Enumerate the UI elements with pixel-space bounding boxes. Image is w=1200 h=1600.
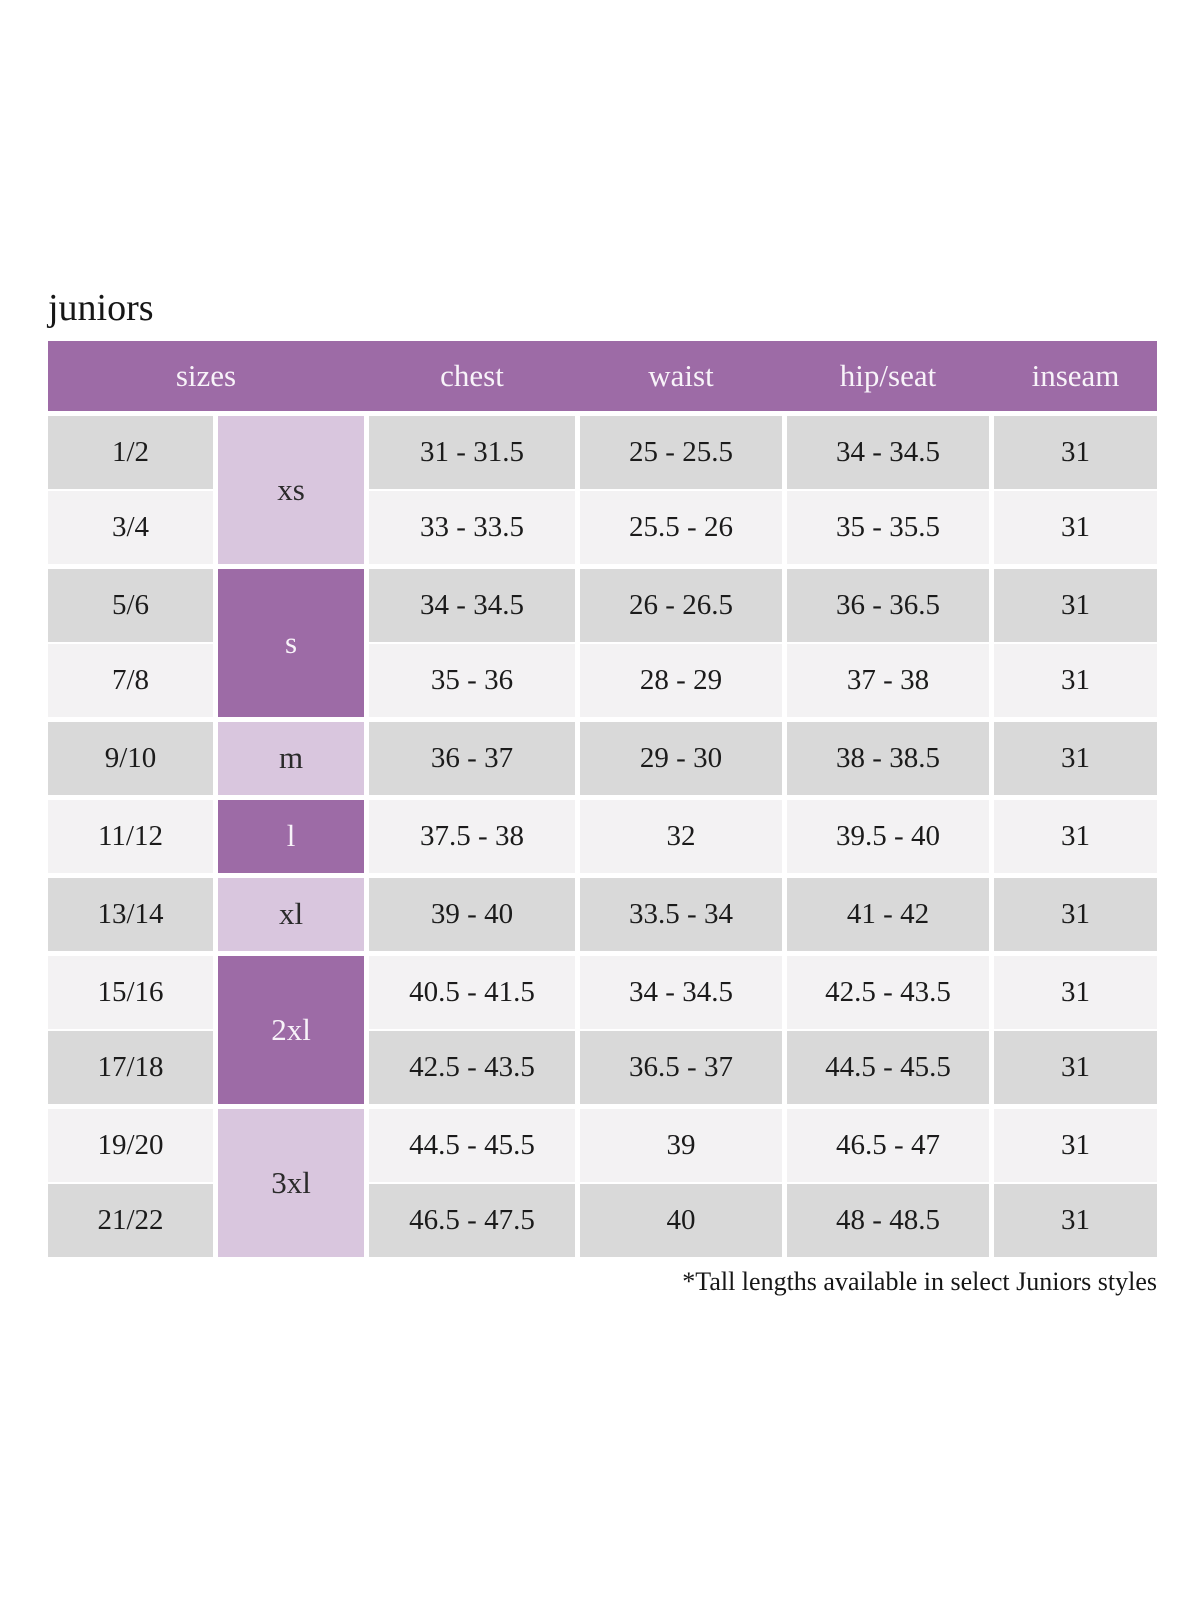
waist-cell: 34 - 34.5 [580, 955, 782, 1029]
chest-cell: 46.5 - 47.5 [369, 1183, 575, 1257]
chest-cell: 37.5 - 38 [369, 799, 575, 873]
waist-cell: 39 [580, 1108, 782, 1182]
column-header-sizes: sizes [175, 357, 237, 393]
chest-cell: 36 - 37 [369, 721, 575, 795]
size-letter-cell: l [218, 799, 364, 873]
inseam-cell: 31 [994, 1183, 1157, 1257]
juniors-size-table: sizes chest waist hip/seat inseam 1/2 xs… [48, 340, 1157, 1257]
column-header-chest: chest [440, 357, 504, 393]
size-cell: 11/12 [48, 799, 213, 873]
size-group-l: 11/12 l 37.5 - 38 32 39.5 - 40 31 [48, 799, 1157, 873]
size-group-3xl: 19/20 3xl 44.5 - 45.5 39 46.5 - 47 31 21… [48, 1108, 1157, 1257]
hip-seat-cell: 41 - 42 [787, 877, 989, 951]
size-cell: 19/20 [48, 1108, 213, 1182]
waist-cell: 40 [580, 1183, 782, 1257]
hip-seat-cell: 37 - 38 [787, 643, 989, 717]
size-cell: 5/6 [48, 568, 213, 642]
size-cell: 9/10 [48, 721, 213, 795]
waist-cell: 32 [580, 799, 782, 873]
inseam-cell: 31 [994, 1108, 1157, 1182]
hip-seat-cell: 38 - 38.5 [787, 721, 989, 795]
size-cell: 1/2 [48, 415, 213, 489]
size-group-xs: 1/2 xs 31 - 31.5 25 - 25.5 34 - 34.5 31 … [48, 415, 1157, 564]
hip-seat-cell: 36 - 36.5 [787, 568, 989, 642]
inseam-cell: 31 [994, 799, 1157, 873]
hip-seat-cell: 44.5 - 45.5 [787, 1030, 989, 1104]
size-letter-cell: xs [218, 415, 364, 564]
size-group-xl: 13/14 xl 39 - 40 33.5 - 34 41 - 42 31 [48, 877, 1157, 951]
hip-seat-cell: 34 - 34.5 [787, 415, 989, 489]
table-header-row: sizes chest waist hip/seat inseam [48, 340, 1157, 411]
size-cell: 21/22 [48, 1183, 213, 1257]
inseam-cell: 31 [994, 568, 1157, 642]
waist-cell: 33.5 - 34 [580, 877, 782, 951]
chest-cell: 31 - 31.5 [369, 415, 575, 489]
chest-cell: 39 - 40 [369, 877, 575, 951]
size-cell: 3/4 [48, 490, 213, 564]
size-cell: 17/18 [48, 1030, 213, 1104]
waist-cell: 25 - 25.5 [580, 415, 782, 489]
size-chart-page: juniors sizes chest waist hip/seat insea… [48, 287, 1157, 1297]
size-group-2xl: 15/16 2xl 40.5 - 41.5 34 - 34.5 42.5 - 4… [48, 955, 1157, 1104]
page-title: juniors [48, 287, 154, 329]
inseam-cell: 31 [994, 1030, 1157, 1104]
hip-seat-cell: 48 - 48.5 [787, 1183, 989, 1257]
chest-cell: 35 - 36 [369, 643, 575, 717]
waist-cell: 29 - 30 [580, 721, 782, 795]
size-cell: 7/8 [48, 643, 213, 717]
inseam-cell: 31 [994, 490, 1157, 564]
hip-seat-cell: 39.5 - 40 [787, 799, 989, 873]
chest-cell: 44.5 - 45.5 [369, 1108, 575, 1182]
size-letter-cell: s [218, 568, 364, 717]
waist-cell: 25.5 - 26 [580, 490, 782, 564]
inseam-cell: 31 [994, 415, 1157, 489]
inseam-cell: 31 [994, 955, 1157, 1029]
size-group-m: 9/10 m 36 - 37 29 - 30 38 - 38.5 31 [48, 721, 1157, 795]
size-letter-cell: xl [218, 877, 364, 951]
chest-cell: 40.5 - 41.5 [369, 955, 575, 1029]
column-header-hip-seat: hip/seat [839, 357, 937, 393]
column-header-waist: waist [648, 357, 714, 393]
size-cell: 13/14 [48, 877, 213, 951]
size-cell: 15/16 [48, 955, 213, 1029]
chest-cell: 42.5 - 43.5 [369, 1030, 575, 1104]
hip-seat-cell: 42.5 - 43.5 [787, 955, 989, 1029]
inseam-cell: 31 [994, 643, 1157, 717]
chest-cell: 33 - 33.5 [369, 490, 575, 564]
inseam-cell: 31 [994, 877, 1157, 951]
tall-lengths-footnote: *Tall lengths available in select Junior… [682, 1266, 1157, 1296]
waist-cell: 26 - 26.5 [580, 568, 782, 642]
waist-cell: 28 - 29 [580, 643, 782, 717]
size-letter-cell: 3xl [218, 1108, 364, 1257]
inseam-cell: 31 [994, 721, 1157, 795]
hip-seat-cell: 35 - 35.5 [787, 490, 989, 564]
size-group-s: 5/6 s 34 - 34.5 26 - 26.5 36 - 36.5 31 7… [48, 568, 1157, 717]
size-letter-cell: 2xl [218, 955, 364, 1104]
chest-cell: 34 - 34.5 [369, 568, 575, 642]
size-letter-cell: m [218, 721, 364, 795]
hip-seat-cell: 46.5 - 47 [787, 1108, 989, 1182]
column-header-inseam: inseam [1031, 357, 1120, 393]
waist-cell: 36.5 - 37 [580, 1030, 782, 1104]
